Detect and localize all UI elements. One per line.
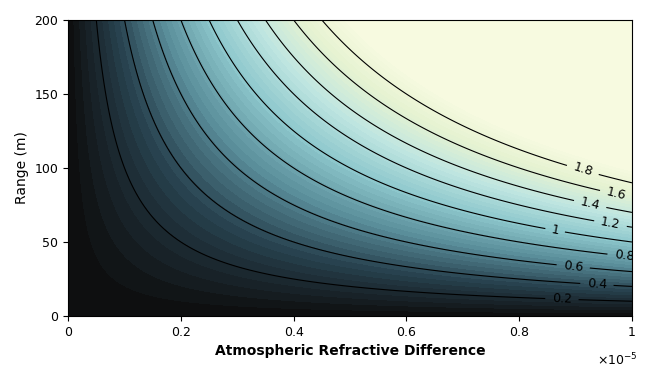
Text: 0.2: 0.2 <box>552 292 572 306</box>
Text: 1.6: 1.6 <box>605 185 627 203</box>
Text: 1.4: 1.4 <box>579 195 601 213</box>
Text: 0.6: 0.6 <box>563 259 584 274</box>
Text: 1.2: 1.2 <box>600 216 621 232</box>
Text: 0.8: 0.8 <box>614 248 635 264</box>
Text: 1: 1 <box>550 223 560 237</box>
Text: $\times 10^{-5}$: $\times 10^{-5}$ <box>597 352 638 368</box>
X-axis label: Atmospheric Refractive Difference: Atmospheric Refractive Difference <box>215 344 485 358</box>
Text: 0.4: 0.4 <box>587 277 607 291</box>
Text: 1.8: 1.8 <box>571 161 594 179</box>
Y-axis label: Range (m): Range (m) <box>15 132 29 205</box>
